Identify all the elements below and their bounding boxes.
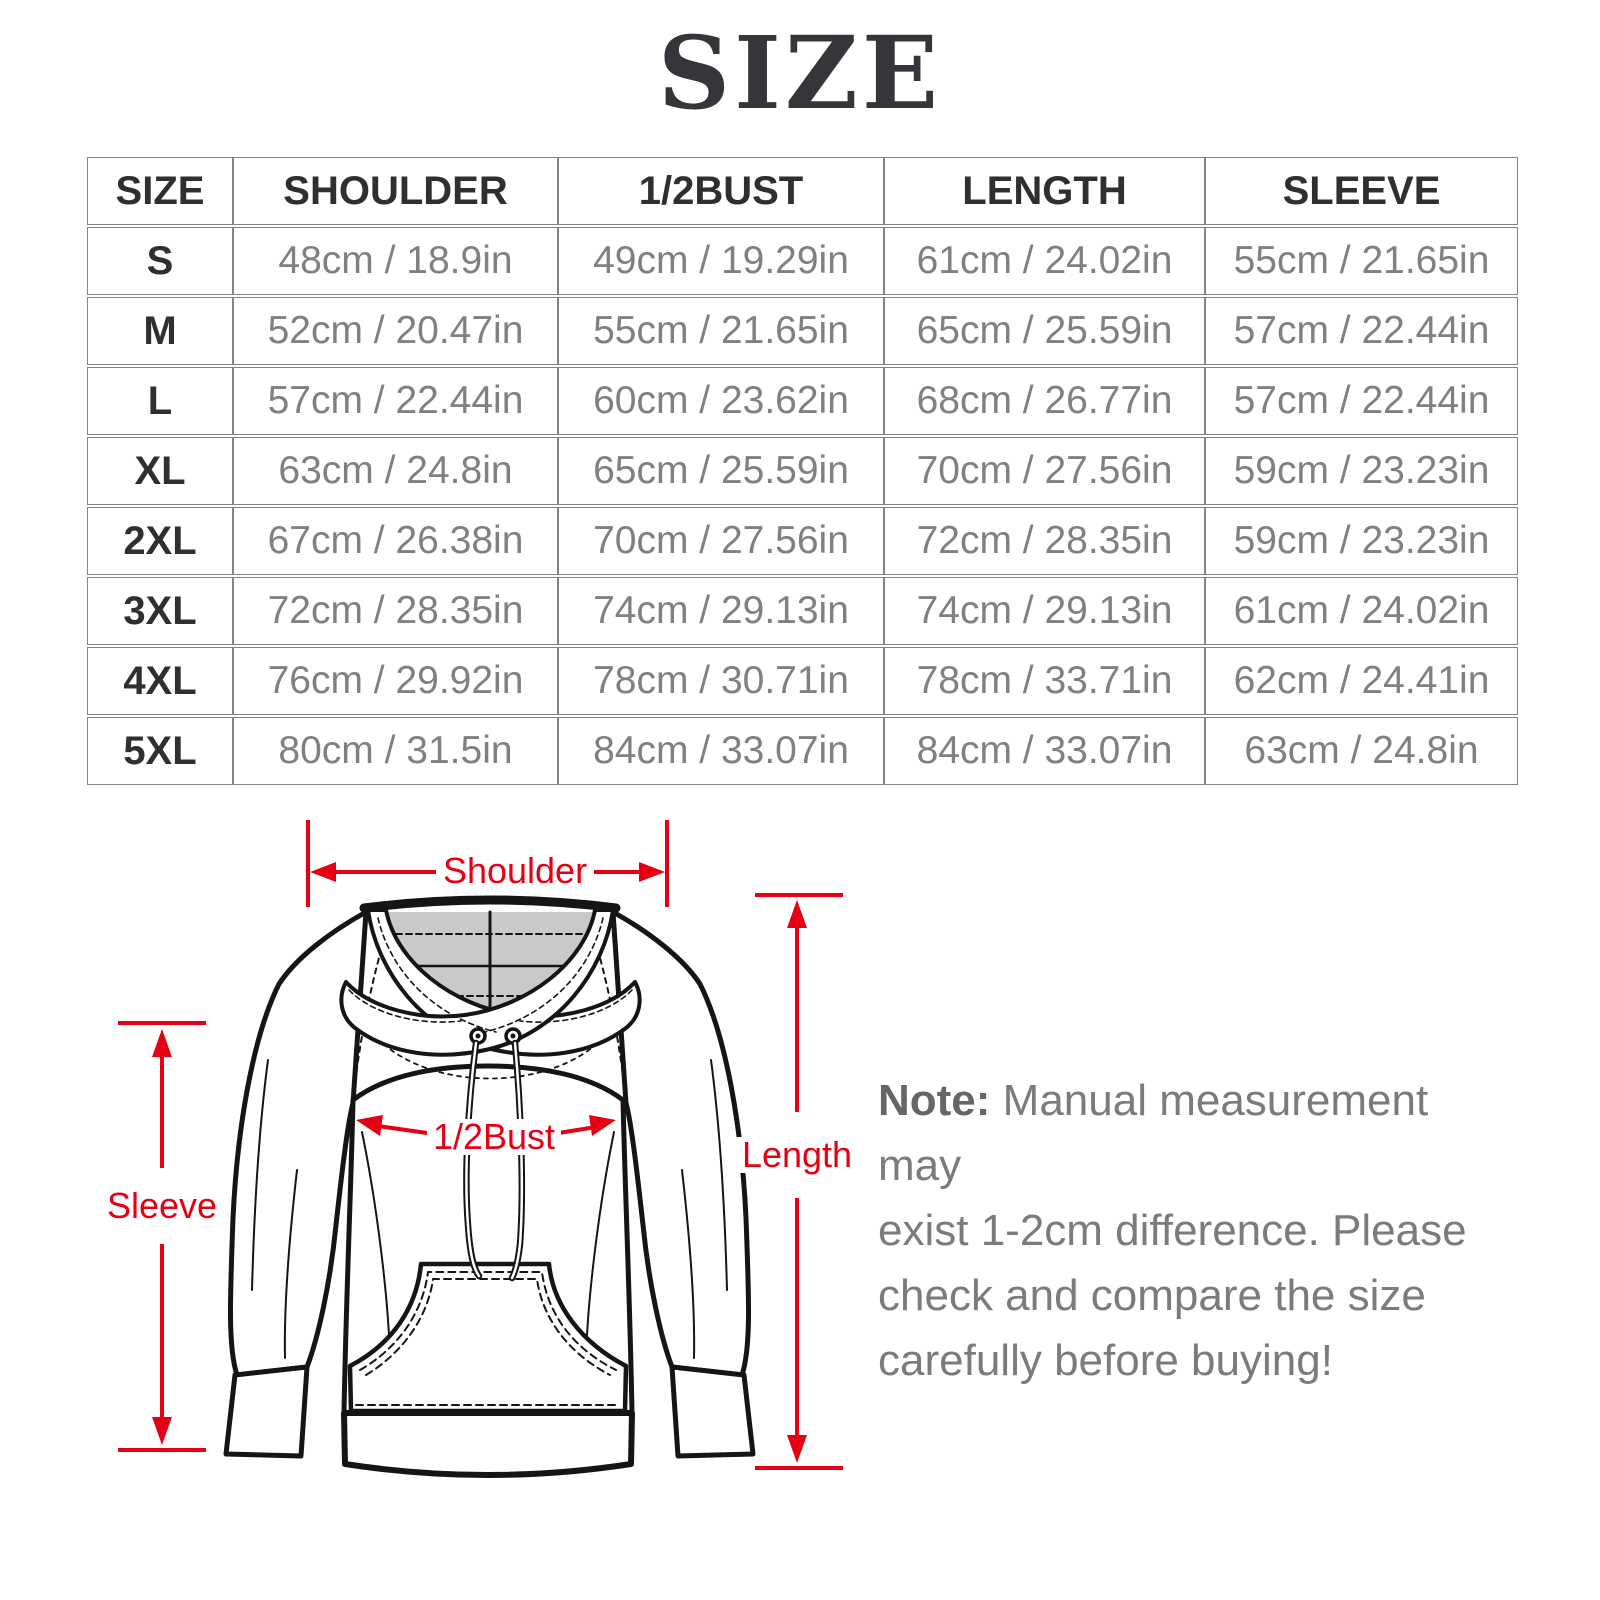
column-header: SHOULDER	[233, 157, 558, 225]
size-cell: M	[87, 297, 233, 365]
measurement-cell: 70cm / 27.56in	[558, 507, 884, 575]
measurement-cell: 76cm / 29.92in	[233, 647, 558, 715]
table-row: 2XL 67cm / 26.38in 70cm / 27.56in 72cm / 28…	[87, 507, 1518, 575]
measurement-cell: 55cm / 21.65in	[558, 297, 884, 365]
hood-top	[359, 895, 621, 913]
table-row: 3XL 72cm / 28.35in 74cm / 29.13in 74cm / 29…	[87, 577, 1518, 645]
measurement-cell: 49cm / 19.29in	[558, 227, 884, 295]
size-cell: L	[87, 367, 233, 435]
note-body: Manual measurement may exist 1-2cm differ…	[878, 1076, 1467, 1385]
right-cuff	[669, 1364, 756, 1459]
measurement-cell: 84cm / 33.07in	[884, 717, 1205, 785]
measurement-cell: 70cm / 27.56in	[884, 437, 1205, 505]
measurement-cell: 55cm / 21.65in	[1205, 227, 1518, 295]
right-sleeve	[610, 909, 752, 1378]
measurement-cell: 74cm / 29.13in	[558, 577, 884, 645]
measurement-cell: 57cm / 22.44in	[233, 367, 558, 435]
column-header: SIZE	[87, 157, 233, 225]
measurement-cell: 61cm / 24.02in	[884, 227, 1205, 295]
size-cell: XL	[87, 437, 233, 505]
left-sleeve	[227, 909, 369, 1378]
table-row: 5XL 80cm / 31.5in 84cm / 33.07in 84cm / 33.…	[87, 717, 1518, 785]
measurement-cell: 65cm / 25.59in	[558, 437, 884, 505]
column-header: 1/2BUST	[558, 157, 884, 225]
measurement-cell: 60cm / 23.62in	[558, 367, 884, 435]
table-body: S 48cm / 18.9in 49cm / 19.29in 61cm / 24.02…	[87, 227, 1518, 785]
note-text: Note: Manual measurement may exist 1-2cm …	[878, 1068, 1478, 1393]
measurement-cell: 72cm / 28.35in	[233, 577, 558, 645]
column-header: SLEEVE	[1205, 157, 1518, 225]
measurement-cell: 48cm / 18.9in	[233, 227, 558, 295]
size-cell: 4XL	[87, 647, 233, 715]
measurement-cell: 62cm / 24.41in	[1205, 647, 1518, 715]
table-row: S 48cm / 18.9in 49cm / 19.29in 61cm / 24.02…	[87, 227, 1518, 295]
size-cell: 2XL	[87, 507, 233, 575]
note-prefix: Note:	[878, 1076, 991, 1125]
size-cell: S	[87, 227, 233, 295]
measurement-cell: 68cm / 26.77in	[884, 367, 1205, 435]
table-row: XL 63cm / 24.8in 65cm / 25.59in 70cm / 27.5…	[87, 437, 1518, 505]
measurement-cell: 57cm / 22.44in	[1205, 297, 1518, 365]
measurement-cell: 52cm / 20.47in	[233, 297, 558, 365]
length-label: Length	[735, 1137, 859, 1173]
measurement-cell: 72cm / 28.35in	[884, 507, 1205, 575]
size-cell: 5XL	[87, 717, 233, 785]
table-row: L 57cm / 22.44in 60cm / 23.62in 68cm / 26.7…	[87, 367, 1518, 435]
kangaroo-pocket	[347, 1261, 629, 1414]
measurement-cell: 80cm / 31.5in	[233, 717, 558, 785]
column-header: LENGTH	[884, 157, 1205, 225]
waistband	[341, 1410, 635, 1478]
measurement-cell: 84cm / 33.07in	[558, 717, 884, 785]
table-header: SIZE SHOULDER 1/2BUST LENGTH SLEEVE	[87, 157, 1518, 225]
measurement-cell: 63cm / 24.8in	[233, 437, 558, 505]
measurement-cell: 63cm / 24.8in	[1205, 717, 1518, 785]
measurement-cell: 59cm / 23.23in	[1205, 437, 1518, 505]
left-cuff	[223, 1364, 310, 1459]
table-row: 4XL 76cm / 29.92in 78cm / 30.71in 78cm / 33…	[87, 647, 1518, 715]
bust-label: 1/2Bust	[426, 1119, 562, 1155]
size-cell: 3XL	[87, 577, 233, 645]
page-title: SIZE	[657, 14, 943, 132]
table-row: M 52cm / 20.47in 55cm / 21.65in 65cm / 25.5…	[87, 297, 1518, 365]
sleeve-label: Sleeve	[100, 1188, 224, 1224]
measurement-cell: 59cm / 23.23in	[1205, 507, 1518, 575]
measurement-cell: 78cm / 33.71in	[884, 647, 1205, 715]
measurement-cell: 78cm / 30.71in	[558, 647, 884, 715]
measurement-cell: 74cm / 29.13in	[884, 577, 1205, 645]
header-row: SIZE SHOULDER 1/2BUST LENGTH SLEEVE	[87, 157, 1518, 225]
hoodie-diagram	[223, 895, 756, 1478]
size-chart-table: SIZE SHOULDER 1/2BUST LENGTH SLEEVE S 48cm / …	[87, 155, 1518, 787]
measurement-cell: 67cm / 26.38in	[233, 507, 558, 575]
shoulder-label: Shoulder	[436, 853, 594, 889]
measurement-cell: 57cm / 22.44in	[1205, 367, 1518, 435]
measurement-cell: 65cm / 25.59in	[884, 297, 1205, 365]
measurement-cell: 61cm / 24.02in	[1205, 577, 1518, 645]
